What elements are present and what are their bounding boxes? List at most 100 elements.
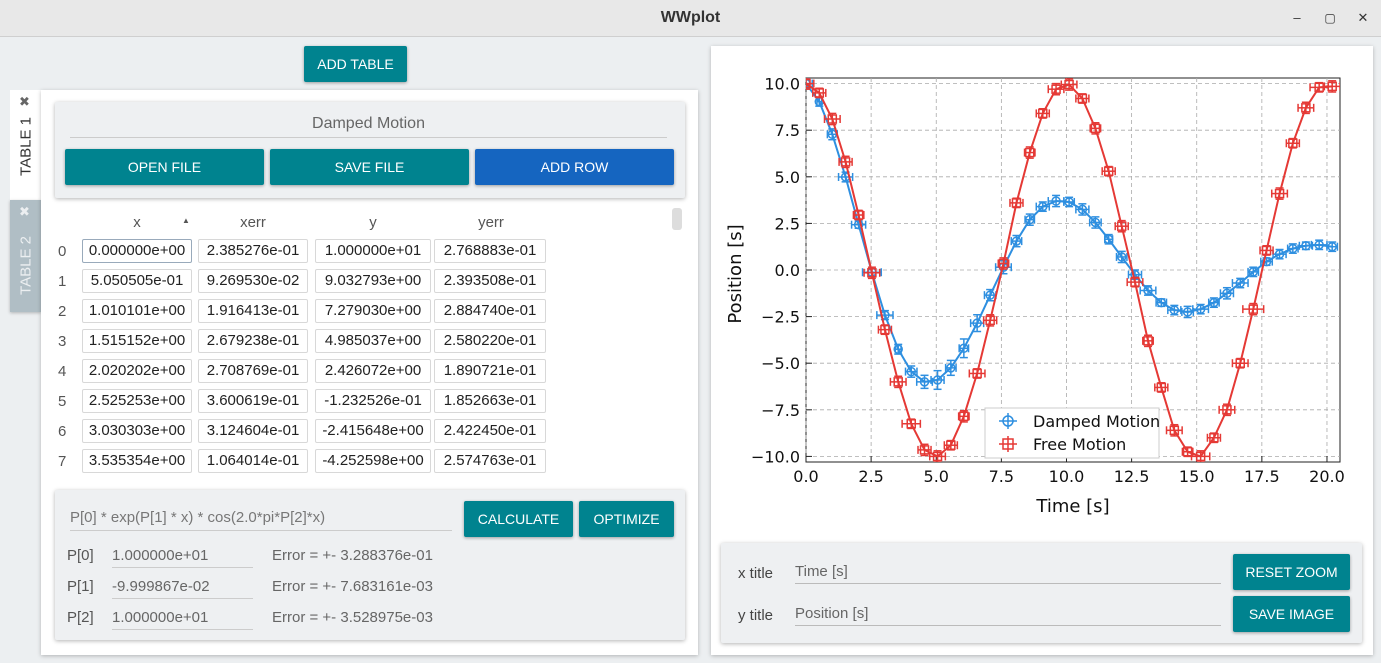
- table-cell[interactable]: 1.000000e+01: [315, 239, 431, 263]
- table-cell[interactable]: 2.393508e-01: [434, 269, 546, 293]
- table-cell[interactable]: 2.679238e-01: [198, 329, 308, 353]
- data-point: [1077, 93, 1088, 104]
- table-cell[interactable]: 9.269530e-02: [198, 269, 308, 293]
- x-title-input[interactable]: Time [s]: [795, 563, 1221, 584]
- x-tick-label: 0.0: [793, 467, 818, 486]
- series-1: [806, 78, 1340, 462]
- data-point: [972, 368, 982, 379]
- legend-box: [984, 407, 1160, 459]
- param-2-value[interactable]: 1.000000e+01: [112, 609, 253, 630]
- column-header-yerr[interactable]: yerr: [478, 214, 504, 231]
- optimize-button[interactable]: OPTIMIZE: [579, 501, 674, 537]
- data-point: [946, 363, 956, 373]
- data-point: [1025, 147, 1035, 158]
- table-cell[interactable]: 2.708769e-01: [198, 359, 308, 383]
- table-cell[interactable]: -2.415648e+00: [315, 419, 431, 443]
- table-scrollbar[interactable]: [672, 208, 682, 230]
- data-point: [1169, 305, 1180, 315]
- data-point: [1103, 234, 1114, 244]
- data-point: [1301, 241, 1311, 251]
- data-point: [853, 210, 864, 220]
- table-cell[interactable]: 5.050505e-01: [82, 269, 192, 293]
- column-header-y[interactable]: y: [369, 214, 377, 231]
- data-point: [1116, 252, 1127, 262]
- y-tick-label: 7.5: [775, 121, 800, 140]
- table-cell[interactable]: 1.916413e-01: [198, 299, 308, 323]
- row-number: 6: [58, 423, 67, 440]
- close-tab-icon[interactable]: ✖: [19, 204, 30, 219]
- table-cell[interactable]: 1.852663e-01: [434, 389, 546, 413]
- table-cell[interactable]: 3.030303e+00: [82, 419, 192, 443]
- calculate-button[interactable]: CALCULATE: [464, 501, 573, 537]
- minimize-icon[interactable]: –: [1293, 10, 1301, 25]
- add-row-button[interactable]: ADD ROW: [475, 149, 674, 185]
- table-cell[interactable]: -4.252598e+00: [315, 449, 431, 473]
- row-number: 2: [58, 303, 67, 320]
- optimize-label: OPTIMIZE: [593, 511, 660, 527]
- table-cell[interactable]: 1.515152e+00: [82, 329, 192, 353]
- save-image-button[interactable]: SAVE IMAGE: [1233, 596, 1350, 632]
- data-series: [806, 78, 1340, 462]
- y-tick-label: −7.5: [761, 401, 800, 420]
- data-point: [1116, 221, 1127, 231]
- save-file-button[interactable]: SAVE FILE: [270, 149, 469, 185]
- column-header-x[interactable]: x ▲: [82, 214, 192, 231]
- table-cell[interactable]: 1.064014e-01: [198, 449, 308, 473]
- fit-expression-input[interactable]: P[0] * exp(P[1] * x) * cos(2.0*pi*P[2]*x…: [70, 509, 452, 531]
- data-point: [1314, 82, 1324, 93]
- data-point: [1195, 304, 1206, 314]
- data-point: [814, 88, 825, 98]
- data-point: [1301, 103, 1311, 113]
- column-header-xerr[interactable]: xerr: [240, 214, 266, 231]
- table-cell[interactable]: 7.279030e+00: [315, 299, 431, 323]
- data-point: [1209, 433, 1219, 443]
- tab-table-2[interactable]: ✖ TABLE 2: [10, 200, 41, 312]
- y-tick-label: 0.0: [775, 261, 800, 280]
- y-title-input[interactable]: Position [s]: [795, 605, 1221, 626]
- close-tab-icon[interactable]: ✖: [19, 94, 30, 109]
- table-cell[interactable]: 0.000000e+00: [82, 239, 192, 263]
- table-cell[interactable]: 4.985037e+00: [315, 329, 431, 353]
- table-cell[interactable]: 2.385276e-01: [198, 239, 308, 263]
- table-cell[interactable]: 2.768883e-01: [434, 239, 546, 263]
- data-point: [827, 114, 838, 124]
- close-icon[interactable]: ✕: [1357, 10, 1369, 25]
- data-point: [1274, 249, 1285, 259]
- data-point: [1156, 382, 1167, 393]
- row-number: 3: [58, 333, 67, 350]
- plot-chart[interactable]: 0.0 2.5 5.0 7.5 10.0 12.5 15.0 17.5 20.0 10.0 7.5 5…: [711, 46, 1373, 526]
- tab-table-1[interactable]: ✖ TABLE 1: [10, 90, 41, 200]
- maximize-icon[interactable]: ▢: [1324, 11, 1336, 25]
- x-tick-label: 2.5: [858, 467, 883, 486]
- table-cell[interactable]: 9.032793e+00: [315, 269, 431, 293]
- window-title: WWplot: [660, 9, 721, 26]
- data-point: [853, 219, 864, 230]
- data-point: [1051, 196, 1061, 206]
- table-cell[interactable]: 2.426072e+00: [315, 359, 431, 383]
- data-point: [946, 440, 956, 450]
- table-cell[interactable]: 2.574763e-01: [434, 449, 546, 473]
- table-cell[interactable]: 1.010101e+00: [82, 299, 192, 323]
- param-0-label: P[0]: [67, 547, 94, 564]
- table-cell[interactable]: 2.422450e-01: [434, 419, 546, 443]
- table-cell[interactable]: 3.535354e+00: [82, 449, 192, 473]
- param-1-value[interactable]: -9.999867e-02: [112, 578, 253, 599]
- table-cell[interactable]: 2.580220e-01: [434, 329, 546, 353]
- param-0-value[interactable]: 1.000000e+01: [112, 547, 253, 568]
- data-point: [1235, 278, 1245, 288]
- table-cell[interactable]: 3.124604e-01: [198, 419, 308, 443]
- data-point: [1288, 138, 1298, 148]
- table-cell[interactable]: 2.525253e+00: [82, 389, 192, 413]
- table-name-field[interactable]: Damped Motion: [70, 115, 667, 138]
- reset-zoom-button[interactable]: RESET ZOOM: [1233, 554, 1350, 590]
- open-file-button[interactable]: OPEN FILE: [65, 149, 264, 185]
- table-cell[interactable]: 2.884740e-01: [434, 299, 546, 323]
- add-table-button[interactable]: ADD TABLE: [304, 46, 407, 82]
- data-point: [1051, 84, 1061, 94]
- table-cell[interactable]: 1.890721e-01: [434, 359, 546, 383]
- table-cell[interactable]: 3.600619e-01: [198, 389, 308, 413]
- x-tick-label: 5.0: [924, 467, 949, 486]
- data-point: [932, 375, 943, 385]
- table-cell[interactable]: 2.020202e+00: [82, 359, 192, 383]
- table-cell[interactable]: -1.232526e-01: [315, 389, 431, 413]
